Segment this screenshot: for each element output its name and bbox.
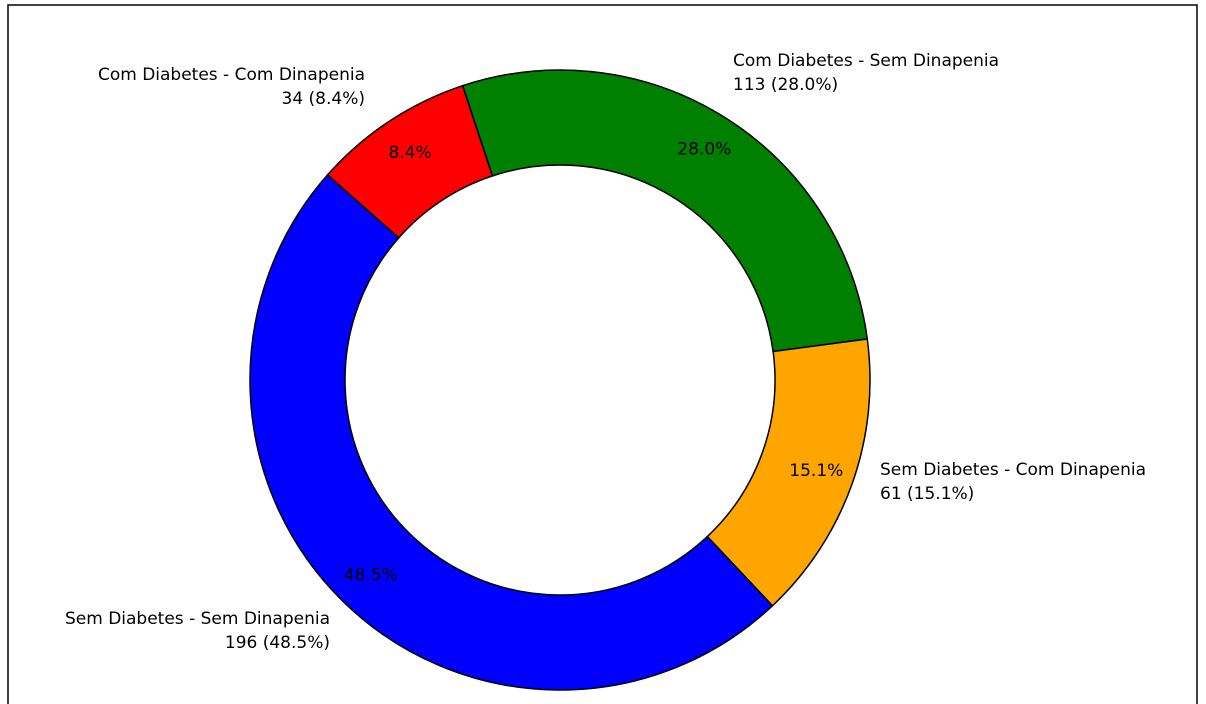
- slice-value-label: 196 (48.5%): [225, 633, 330, 653]
- percent-label: 8.4%: [388, 143, 431, 163]
- slice-value-label: 34 (8.4%): [282, 89, 366, 109]
- slice-value-label: 61 (15.1%): [880, 484, 974, 504]
- slice-value-label: 113 (28.0%): [733, 75, 838, 95]
- percent-label: 15.1%: [789, 461, 843, 481]
- percent-label: 48.5%: [344, 565, 398, 585]
- donut-slice: [461, 69, 869, 353]
- donut-slice: [249, 173, 774, 691]
- percent-label: 28.0%: [677, 139, 731, 159]
- slice-label: Com Diabetes - Sem Dinapenia: [733, 51, 999, 71]
- slice-label: Com Diabetes - Com Dinapenia: [98, 65, 365, 85]
- slice-label: Sem Diabetes - Sem Dinapenia: [65, 609, 330, 629]
- slice-label: Sem Diabetes - Com Dinapenia: [880, 460, 1146, 480]
